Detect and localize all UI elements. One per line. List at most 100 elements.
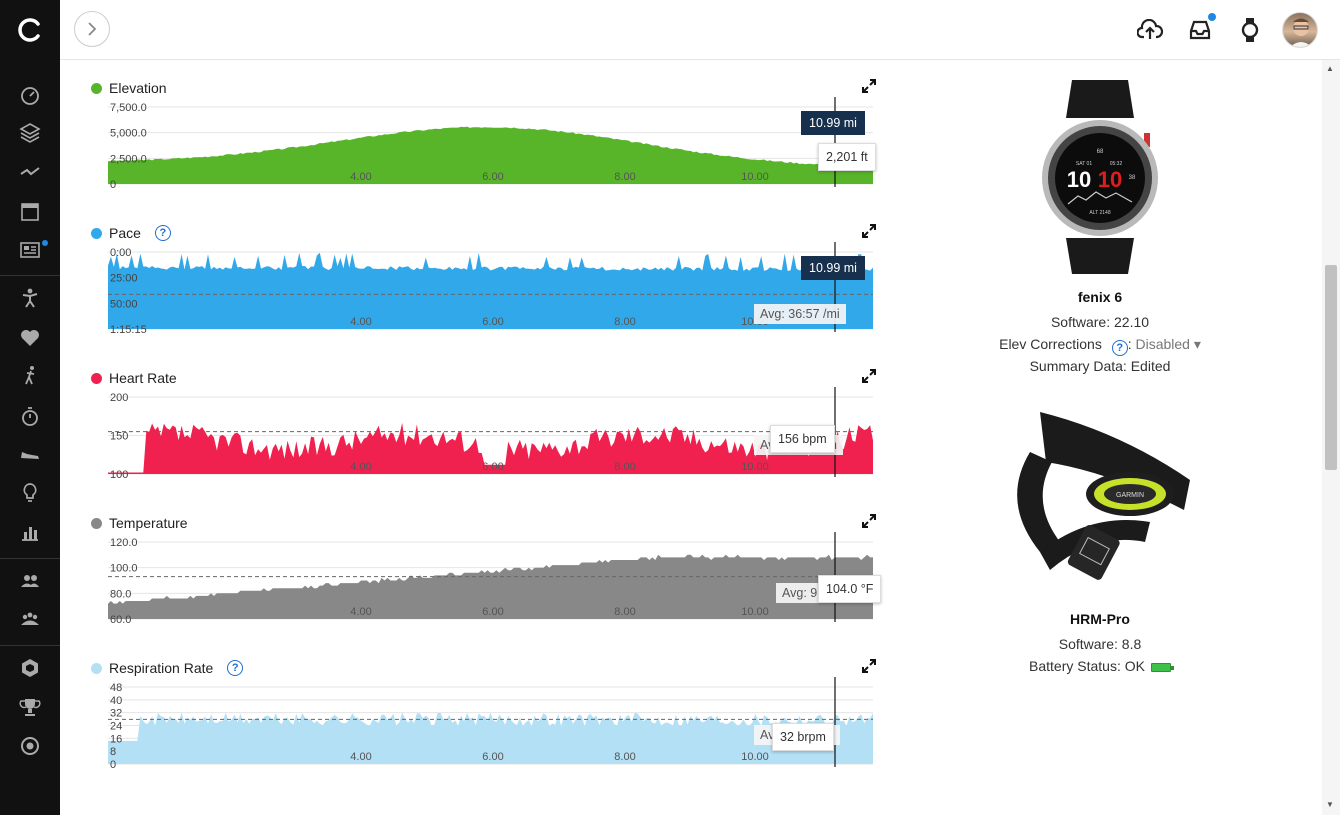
- y-tick-label: 50:00: [110, 298, 138, 310]
- sidebar-item-news[interactable]: [18, 238, 42, 262]
- inbox-icon[interactable]: [1186, 16, 1214, 44]
- trophy-icon: [19, 699, 41, 716]
- battery-icon: [1150, 662, 1174, 672]
- lightbulb-icon: [23, 483, 37, 502]
- watch-seconds-text: 38: [1129, 175, 1136, 181]
- sidebar-item-performance[interactable]: [18, 404, 42, 428]
- sidebar-item-layers[interactable]: [18, 120, 42, 144]
- y-tick-label: 32: [110, 708, 122, 720]
- chart-title: Temperature: [88, 514, 188, 532]
- scroll-up-arrow-icon[interactable]: ▲: [1326, 64, 1334, 73]
- newsfeed-notification-dot: [42, 240, 48, 246]
- chart-title: Elevation: [88, 79, 167, 97]
- help-icon[interactable]: ?: [154, 225, 171, 241]
- cursor-value-tooltip: 2,201 ft: [818, 143, 876, 171]
- x-tick-label: 4.00: [350, 316, 371, 328]
- y-tick-label: 5,000.0: [110, 128, 147, 140]
- sidebar-item-activities[interactable]: [18, 286, 42, 310]
- series-area: [108, 126, 873, 184]
- x-tick-label: 4.00: [350, 461, 371, 473]
- upload-cloud-icon[interactable]: [1136, 16, 1164, 44]
- page-scrollbar[interactable]: ▲ ▼: [1322, 60, 1340, 815]
- x-tick-label: 10.00: [741, 461, 769, 473]
- y-tick-label: 120.0: [110, 537, 138, 549]
- sidebar-item-insights-bulb[interactable]: [18, 481, 42, 505]
- cursor-value-tooltip: 32 brpm: [772, 723, 834, 751]
- sidebar-item-golf[interactable]: [18, 364, 42, 388]
- sidebar-item-gear[interactable]: [18, 442, 42, 466]
- cursor-distance-tooltip: 10.99 mi: [801, 256, 865, 280]
- sidebar-item-challenges[interactable]: [18, 695, 42, 719]
- y-tick-label: 150: [110, 431, 128, 443]
- device-software: Software: 8.8: [1058, 636, 1142, 652]
- y-tick-label: 40: [110, 695, 122, 707]
- target-icon: [21, 737, 39, 755]
- y-tick-label: 48: [110, 682, 122, 694]
- connect-logo-icon[interactable]: [17, 17, 43, 43]
- golf-icon: [25, 366, 35, 385]
- scroll-thumb[interactable]: [1325, 265, 1337, 470]
- help-icon[interactable]: ?: [1111, 340, 1128, 356]
- watch-hours-text: 10: [1067, 167, 1091, 192]
- fullscreen-expand-icon[interactable]: [862, 79, 876, 93]
- watch-time-small-text: 05:32: [1110, 161, 1123, 167]
- chart-title: Heart Rate: [88, 369, 177, 387]
- fullscreen-expand-icon[interactable]: [862, 659, 876, 673]
- chart-plot[interactable]: 200 150 100 4.00 6.00 8.00 10.00: [88, 387, 878, 497]
- avatar[interactable]: [1282, 12, 1318, 48]
- sidebar-item-dashboard[interactable]: [18, 83, 42, 107]
- fullscreen-expand-icon[interactable]: [862, 369, 876, 383]
- x-tick-label: 4.00: [350, 606, 371, 618]
- sidebar-item-groups[interactable]: [18, 607, 42, 631]
- sidebar-item-calendar[interactable]: 31: [18, 199, 42, 223]
- series-area: [108, 252, 873, 329]
- elev-corrections-dropdown[interactable]: Disabled ▾: [1135, 336, 1200, 352]
- series-color-dot: [91, 662, 102, 674]
- heart-icon: [21, 330, 39, 346]
- sidebar-item-reports[interactable]: [18, 520, 42, 544]
- series-area: [108, 422, 873, 474]
- help-icon[interactable]: ?: [227, 660, 244, 676]
- sidebar-item-health[interactable]: [18, 326, 42, 350]
- x-tick-label: 6.00: [482, 316, 503, 328]
- fullscreen-expand-icon[interactable]: [862, 514, 876, 528]
- chart-pace: Pace? 0:00 25:00 50:00 1:15:15 4.00 6.00 8.00 10…: [88, 224, 878, 364]
- sidebar-item-insights[interactable]: [18, 160, 42, 184]
- chart-title-text: Respiration Rate: [109, 660, 214, 676]
- chart-plot[interactable]: 120.0 100.0 80.0 60.0 4.00 6.00 8.00 10.00: [88, 532, 878, 642]
- stopwatch-icon: [22, 407, 38, 426]
- layers-icon: [19, 123, 41, 143]
- sidebar-item-badges[interactable]: [18, 656, 42, 680]
- device-software: Software: 22.10: [1050, 314, 1150, 330]
- watch-alt-text: ALT 2148: [1089, 210, 1110, 216]
- scroll-down-arrow-icon[interactable]: ▼: [1326, 800, 1334, 809]
- y-tick-label: 0:00: [110, 247, 131, 259]
- speedometer-icon: [21, 87, 39, 105]
- hexagon-badge-icon: [22, 659, 38, 677]
- expand-sidebar-button[interactable]: [74, 11, 110, 47]
- cursor-value-tooltip: 104.0 °F: [818, 575, 882, 603]
- x-tick-label: 10.00: [741, 751, 769, 763]
- sidebar-item-connections[interactable]: [18, 569, 42, 593]
- y-tick-label: 2,500.0: [110, 153, 147, 165]
- series-area: [108, 712, 873, 764]
- hrm-pro-strap-image: GARMIN: [1017, 412, 1190, 580]
- inbox-notification-dot: [1208, 13, 1216, 21]
- newsfeed-icon: [20, 242, 40, 258]
- x-tick-label: 10.00: [741, 606, 769, 618]
- fullscreen-expand-icon[interactable]: [862, 224, 876, 238]
- elev-corrections-label: Elev Corrections: [999, 336, 1102, 352]
- watch-heart-text: 68: [1097, 149, 1104, 155]
- chart-respiration-rate: Respiration Rate? 48 40 32 24 16 8 0 4.00 6.00 8.0…: [88, 659, 878, 799]
- y-tick-label: 7,500.0: [110, 102, 147, 114]
- y-tick-label: 0: [110, 179, 116, 191]
- calendar-day-text: 31: [26, 211, 35, 220]
- sidebar-item-courses[interactable]: [18, 734, 42, 758]
- battery-status-text: Battery Status: OK: [1029, 658, 1145, 674]
- watch-icon[interactable]: [1236, 16, 1264, 44]
- y-tick-label: 8: [110, 746, 116, 758]
- chart-plot[interactable]: 7,500.0 5,000.0 2,500.0 0 4.00 6.00 8.00 10.00: [88, 97, 878, 207]
- y-tick-label: 25:00: [110, 273, 138, 285]
